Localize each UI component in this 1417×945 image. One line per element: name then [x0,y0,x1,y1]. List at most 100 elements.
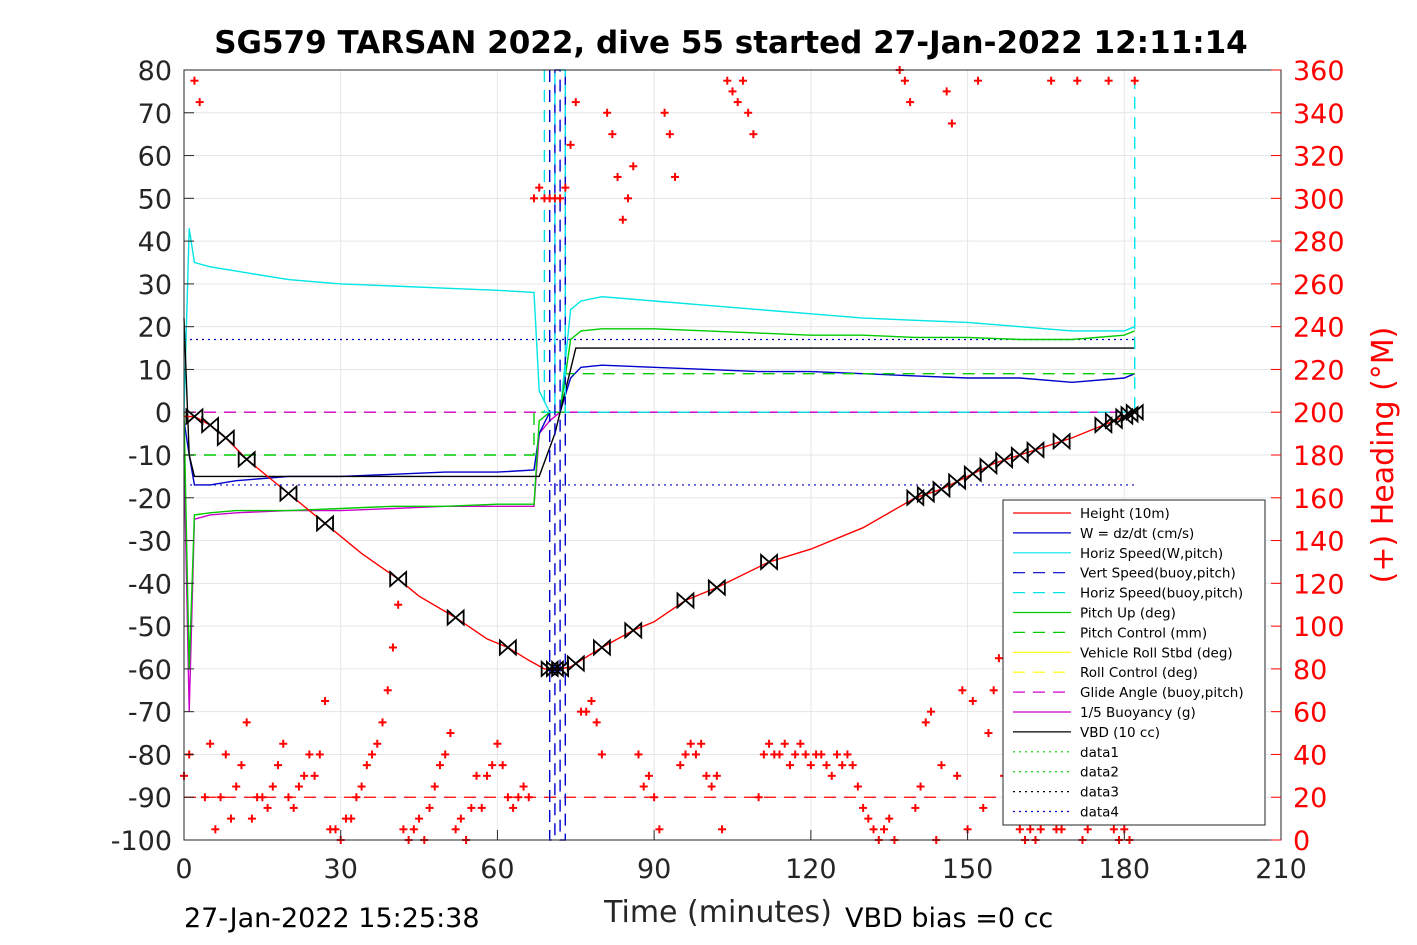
heading-point-50 [441,750,450,759]
heading-point-147 [947,119,956,128]
heading-point-110 [754,793,763,802]
heading-point-85 [624,194,633,203]
heading-point-154 [984,729,993,738]
heading-point-68 [535,183,544,192]
x-tick-label-1: 30 [324,854,358,885]
heading-point-106 [733,98,742,107]
heading-point-11 [237,761,246,770]
yr-tick-label-4: 280 [1293,227,1345,258]
heading-point-143 [927,707,936,716]
heading-point-90 [650,793,659,802]
heading-point-55 [467,803,476,812]
heading-point-109 [749,130,758,139]
heading-point-21 [289,803,298,812]
heading-point-23 [300,771,309,780]
y-axis-right: 3603403203002802602402202001801601401201… [1271,56,1345,857]
y-tick-label-16: -80 [128,740,172,771]
heading-point-40 [388,643,397,652]
heading-point-126 [838,761,847,770]
heading-point-29 [331,825,340,834]
heading-point-173 [1083,825,1092,834]
heading-point-8 [221,750,230,759]
legend-label-13: data2 [1080,765,1119,781]
heading-point-16 [263,803,272,812]
heading-point-66 [524,793,533,802]
heading-point-59 [488,761,497,770]
legend-label-8: Roll Control (deg) [1080,665,1198,681]
heading-point-118 [796,739,805,748]
heading-point-92 [660,108,669,117]
heading-point-27 [321,696,330,705]
x-tick-label-3: 90 [637,854,671,885]
heading-point-168 [1057,825,1066,834]
heading-point-134 [879,825,888,834]
heading-point-15 [258,793,267,802]
legend: Height (10m) W = dz/dt (cm/s) Horiz Speed(… [1002,499,1266,826]
heading-point-22 [294,782,303,791]
height-marker-32 [1125,403,1144,422]
heading-point-171 [1073,76,1082,85]
heading-point-24 [305,750,314,759]
legend-label-15: data4 [1080,805,1119,821]
heading-point-102 [712,771,721,780]
heading-point-75 [571,98,580,107]
heading-point-123 [822,761,831,770]
y-tick-label-15: -70 [128,698,172,729]
heading-point-63 [509,803,518,812]
y-tick-label-10: -20 [128,484,172,515]
heading-point-116 [785,761,794,770]
heading-point-153 [979,803,988,812]
heading-point-20 [284,793,293,802]
yr-tick-label-3: 300 [1293,184,1345,215]
heading-point-166 [1047,76,1056,85]
height-marker-17 [760,552,778,571]
heading-point-60 [493,739,502,748]
x-tick-label-0: 0 [175,854,192,885]
y-tick-label-2: 60 [138,142,172,173]
y-tick-label-8: 0 [155,398,172,429]
heading-point-17 [268,782,277,791]
heading-point-36 [368,750,377,759]
height-marker-4 [279,484,298,503]
footer-vbd-bias: VBD bias =0 cc [845,903,1053,934]
heading-point-135 [885,814,894,823]
legend-label-5: Pitch Up (deg) [1080,606,1176,622]
yr-tick-label-8: 200 [1293,398,1345,429]
heading-point-74 [566,140,575,149]
yr-tick-label-7: 220 [1293,355,1345,386]
legend-label-7: Vehicle Roll Stbd (deg) [1080,645,1233,661]
height-marker-14 [624,621,643,640]
height-marker-13 [593,638,611,657]
yr-tick-label-0: 360 [1293,56,1345,87]
heading-point-83 [613,172,622,181]
y-tick-label-3: 50 [138,184,172,215]
height-markers [185,403,1144,678]
heading-point-131 [864,814,873,823]
height-marker-12 [566,654,585,673]
legend-label-1: W = dz/dt (cm/s) [1080,526,1194,542]
heading-point-164 [1036,825,1045,834]
heading-point-105 [728,87,737,96]
y-tick-label-9: -10 [128,441,172,472]
heading-point-100 [702,771,711,780]
heading-point-156 [994,654,1003,663]
heading-point-34 [357,782,366,791]
heading-point-12 [242,718,251,727]
height-marker-2 [216,428,235,447]
heading-point-51 [446,729,455,738]
heading-point-96 [681,750,690,759]
x-tick-label-2: 60 [480,854,514,885]
heading-point-73 [561,183,570,192]
x-tick-label-5: 150 [942,854,994,885]
heading-point-86 [629,162,638,171]
heading-point-42 [399,825,408,834]
heading-point-129 [853,782,862,791]
y-tick-label-13: -50 [128,612,172,643]
heading-point-84 [618,215,627,224]
heading-point-10 [232,782,241,791]
legend-label-12: data1 [1080,745,1119,761]
heading-point-72 [556,194,565,203]
yr-tick-label-10: 160 [1293,484,1345,515]
heading-point-57 [477,803,486,812]
